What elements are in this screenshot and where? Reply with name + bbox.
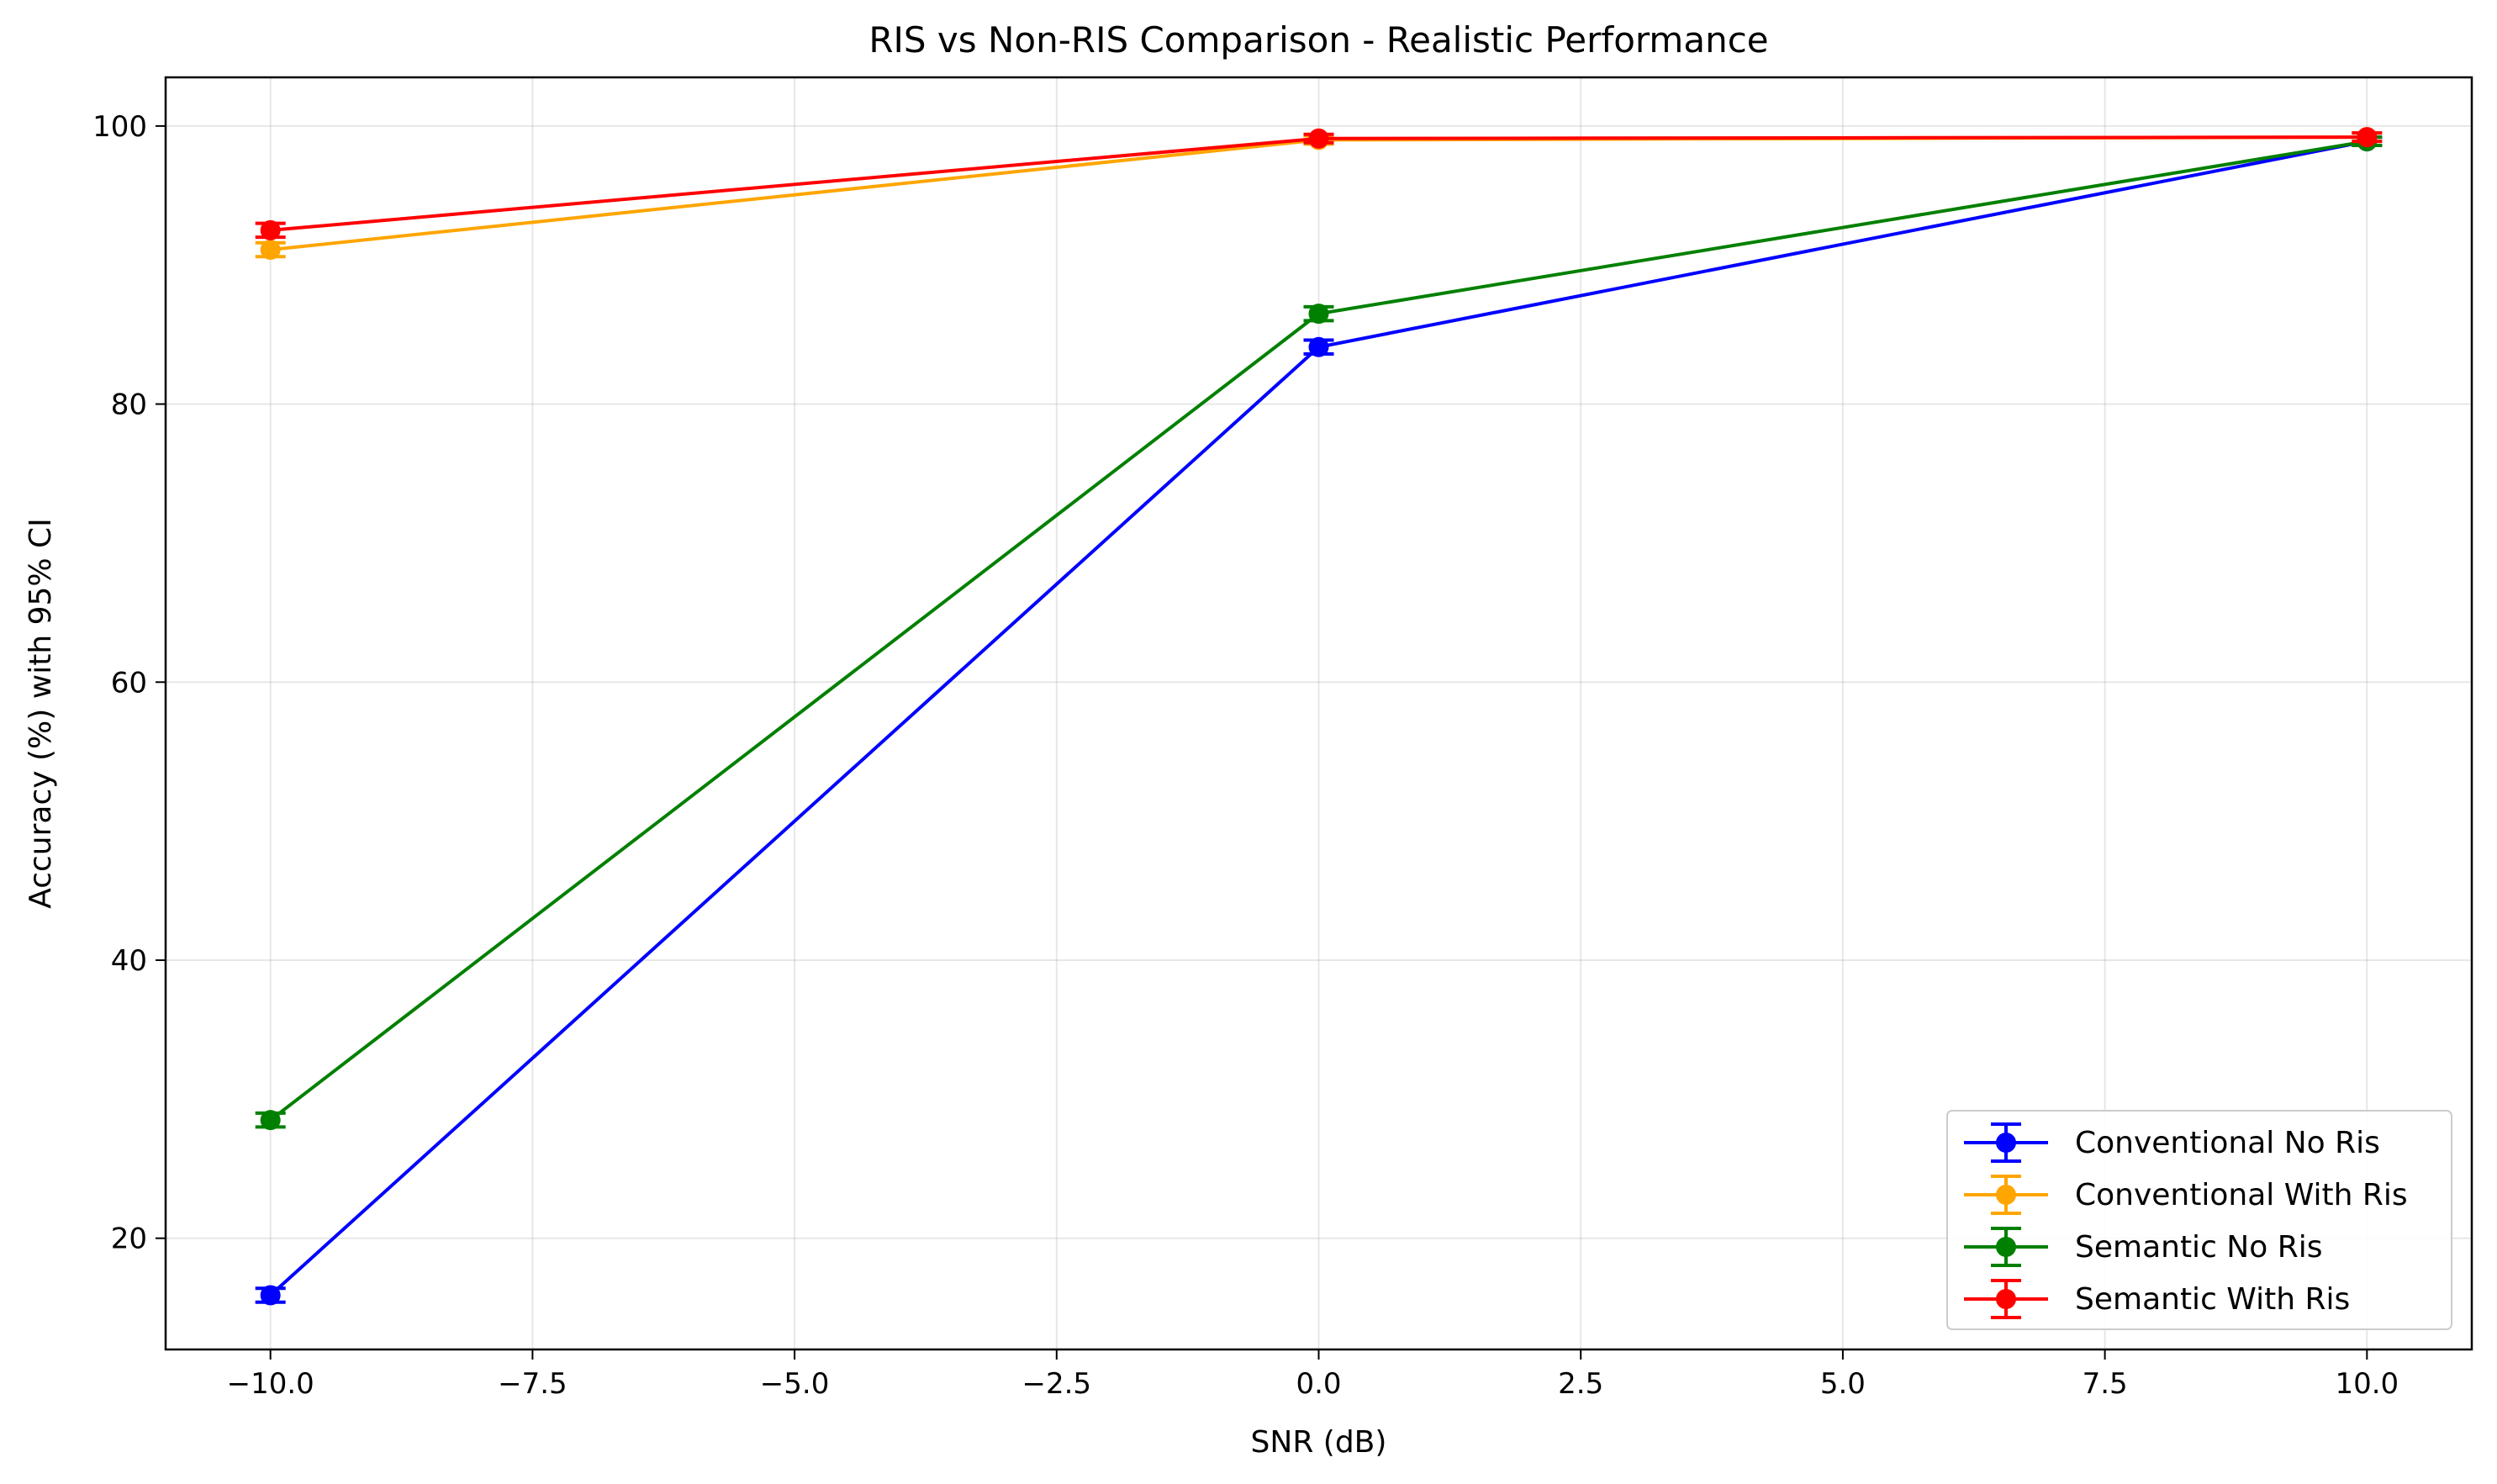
x-tick-label: −2.5 <box>1022 1367 1092 1401</box>
y-axis-label: Accuracy (%) with 95% CI <box>24 518 58 909</box>
legend-marker-icon <box>1996 1289 2016 1309</box>
data-point <box>260 240 281 261</box>
x-tick-label: 0.0 <box>1296 1367 1341 1401</box>
y-tick-label: 20 <box>111 1223 147 1256</box>
x-tick-label: −10.0 <box>227 1367 314 1401</box>
plot-frame <box>164 76 2473 1351</box>
legend-marker-icon <box>1996 1185 2016 1205</box>
x-tick-label: 5.0 <box>1820 1367 1866 1401</box>
x-tick-label: −7.5 <box>498 1367 568 1401</box>
chart-title: RIS vs Non-RIS Comparison - Realistic Pe… <box>868 19 1768 61</box>
legend-marker-icon <box>1996 1133 2016 1153</box>
y-tick-label: 40 <box>111 944 147 978</box>
x-axis-label: SNR (dB) <box>1251 1425 1387 1460</box>
y-tick-label: 100 <box>92 110 147 144</box>
legend-label: Conventional With Ris <box>2075 1178 2408 1212</box>
legend-label: Semantic No Ris <box>2075 1230 2322 1265</box>
legend-box <box>1946 1110 2452 1330</box>
data-point <box>1308 128 1329 149</box>
data-point <box>260 219 281 240</box>
y-tick-label: 60 <box>111 666 147 700</box>
y-tick-label: 80 <box>111 388 147 422</box>
x-tick-label: 2.5 <box>1558 1367 1603 1401</box>
x-tick-label: −5.0 <box>760 1367 830 1401</box>
legend: Conventional No Ris Conventional With Ris… <box>1946 1110 2452 1330</box>
data-point <box>260 1110 281 1131</box>
data-point <box>2357 127 2378 148</box>
data-point <box>1308 336 1329 357</box>
legend-label: Conventional No Ris <box>2075 1126 2380 1160</box>
data-point <box>260 1285 281 1306</box>
x-tick-label: 10.0 <box>2335 1367 2399 1401</box>
legend-marker-icon <box>1996 1237 2016 1257</box>
x-tick-label: 7.5 <box>2083 1367 2128 1401</box>
data-point <box>1308 304 1329 325</box>
legend-label: Semantic With Ris <box>2075 1282 2350 1317</box>
